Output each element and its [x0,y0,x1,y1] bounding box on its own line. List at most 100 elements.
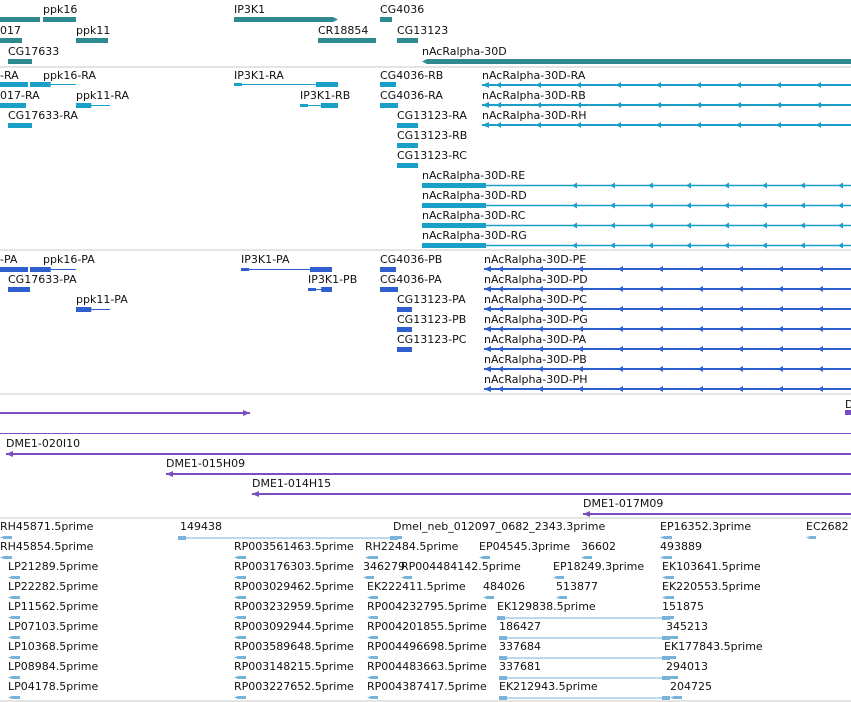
feature-ests[interactable]: EP18249.3prime [553,560,644,579]
feature-ests[interactable]: EP04545.3prime [479,540,570,559]
feature-ests[interactable]: RP003029462.5prime [234,580,354,599]
feature-clones[interactable]: DME1-020I10 [6,437,851,457]
feature-transcripts[interactable]: CG4036-RB [380,69,443,87]
feature-clones[interactable] [0,410,250,416]
feature-transcripts[interactable]: CG13123-RC [397,149,467,168]
feature-genes[interactable]: CG13123 [397,24,448,43]
feature-ests[interactable]: LP11562.5prime [8,600,99,619]
feature-transcripts[interactable]: nAcRalpha-30D-RH [482,109,851,128]
feature-ests[interactable]: RP003176303.5prime [234,560,354,579]
feature-ests[interactable]: LP22282.5prime [8,580,99,599]
feature-ests[interactable]: EK212943.5prime [499,680,670,700]
feature-ests[interactable]: LP04178.5prime [8,680,99,699]
feature-ests[interactable]: 151875 [662,600,704,619]
feature-proteins[interactable]: IP3K1-PA [241,253,332,272]
feature-genes[interactable]: 017 [0,24,22,43]
feature-genes[interactable]: IP3K1 [234,3,338,22]
feature-proteins[interactable]: ppk16-PA [30,253,95,272]
feature-transcripts[interactable]: nAcRalpha-30D-RC [422,209,851,229]
feature-ests[interactable]: 484026 [483,580,525,599]
feature-transcripts[interactable]: ppk16-RA [30,69,96,87]
feature-ests[interactable]: EK129838.5prime [497,600,670,620]
feature-ests[interactable]: EP16352.3prime [660,520,751,539]
feature-clones[interactable]: DME1-017M09 [583,497,851,517]
feature-ests[interactable]: EC2682 [806,520,849,539]
feature-ests[interactable]: 294013 [666,660,708,679]
feature-ests[interactable]: RP003227652.5prime [234,680,354,699]
feature-ests[interactable]: RP004201855.5prime [367,620,487,639]
feature-transcripts[interactable]: CG17633-RA [8,109,78,128]
feature-ests[interactable]: RP004484142.5prime [401,560,521,579]
feature-proteins[interactable]: ppk11-PA [76,293,128,312]
feature-ests[interactable]: RP004496698.5prime [367,640,487,659]
feature-clones[interactable]: DME1-015H09 [166,457,851,477]
feature-transcripts[interactable]: ppk11-RA [76,89,129,108]
feature-transcripts[interactable]: nAcRalpha-30D-RD [422,189,851,209]
feature-ests[interactable]: RP003148215.5prime [234,660,354,679]
feature-clones[interactable]: DME1-014H15 [252,477,851,497]
feature-ests[interactable]: 149438 [178,520,398,540]
feature-proteins[interactable]: nAcRalpha-30D-PE [484,253,851,272]
feature-proteins[interactable]: nAcRalpha-30D-PB [484,353,851,372]
feature-proteins[interactable]: CG13123-PC [397,333,467,352]
feature-transcripts[interactable]: CG13123-RA [397,109,467,128]
feature-genes[interactable]: nAcRalpha-30D [422,45,851,64]
feature-ests[interactable]: RH45854.5prime [0,540,94,559]
feature-transcripts[interactable]: IP3K1-RA [234,69,338,87]
feature-proteins[interactable]: nAcRalpha-30D-PD [484,273,851,292]
feature-proteins[interactable]: nAcRalpha-30D-PH [484,373,851,392]
feature-proteins[interactable]: -PA [0,253,28,272]
feature-genes[interactable] [43,17,76,22]
feature-proteins[interactable]: CG13123-PB [397,313,466,332]
feature-transcripts[interactable]: nAcRalpha-30D-RG [422,229,851,249]
feature-ests[interactable]: RP003589648.5prime [234,640,354,659]
feature-ests[interactable]: LP21289.5prime [8,560,99,579]
feature-ests[interactable]: LP08984.5prime [8,660,99,679]
feature-transcripts[interactable]: CG13123-RB [397,129,467,148]
feature-ests[interactable]: RP004483663.5prime [367,660,487,679]
feature-ests[interactable]: Dmel_neb_012097_0682_2343.3prime [393,520,605,539]
feature-ests[interactable]: EK103641.5prime [662,560,761,579]
feature-transcripts[interactable]: nAcRalpha-30D-RA [482,69,851,88]
feature-ests[interactable]: EK177843.5prime [664,640,763,659]
feature-proteins[interactable]: IP3K1-PB [308,273,357,292]
feature-genes[interactable]: CG4036 [380,3,424,22]
feature-ests[interactable]: 345213 [666,620,708,639]
feature-genes[interactable]: ppk11 [76,24,110,43]
feature-ests[interactable]: LP10368.5prime [8,640,99,659]
feature-genes[interactable]: ppk16 [0,3,77,22]
feature-ests[interactable]: 346279 [363,560,405,579]
feature-proteins[interactable]: nAcRalpha-30D-PC [484,293,851,312]
feature-ests[interactable]: 337684 [499,640,670,660]
feature-transcripts[interactable]: nAcRalpha-30D-RB [482,89,851,108]
feature-genes[interactable]: CR18854 [318,24,376,43]
feature-ests[interactable]: 493889 [660,540,702,559]
feature-ests[interactable]: 36602 [581,540,616,559]
feature-proteins[interactable]: CG4036-PB [380,253,442,272]
feature-genes[interactable]: CG17633 [8,45,59,64]
feature-ests[interactable]: RP003092944.5prime [234,620,354,639]
feature-transcripts[interactable]: 017-RA [0,89,40,108]
feature-ests[interactable]: EK222411.5prime [367,580,466,599]
feature-ests[interactable]: RH22484.5prime [365,540,459,559]
feature-ests[interactable]: EK220553.5prime [662,580,761,599]
feature-proteins[interactable]: CG13123-PA [397,293,466,312]
feature-transcripts[interactable]: nAcRalpha-30D-RE [422,169,851,189]
feature-ests[interactable]: RP004232795.5prime [367,600,487,619]
feature-proteins[interactable]: CG4036-PA [380,273,442,292]
feature-ests[interactable]: 337681 [499,660,670,680]
feature-ests[interactable]: LP07103.5prime [8,620,99,639]
feature-ests[interactable]: RH45871.5prime [0,520,94,539]
feature-proteins[interactable]: nAcRalpha-30D-PG [484,313,851,332]
feature-transcripts[interactable]: CG4036-RA [380,89,443,108]
feature-ests[interactable]: RP004387417.5prime [367,680,487,699]
feature-proteins[interactable]: CG17633-PA [8,273,77,292]
feature-transcripts[interactable]: -RA [0,69,28,87]
feature-ests[interactable]: RP003561463.5prime [234,540,354,559]
feature-ests[interactable]: 204725 [670,680,712,699]
feature-ests[interactable]: RP003232959.5prime [234,600,354,619]
feature-ests[interactable]: 513877 [556,580,598,599]
feature-transcripts[interactable]: IP3K1-RB [300,89,350,108]
feature-clones[interactable]: D [845,398,851,415]
feature-proteins[interactable]: nAcRalpha-30D-PA [484,333,851,352]
